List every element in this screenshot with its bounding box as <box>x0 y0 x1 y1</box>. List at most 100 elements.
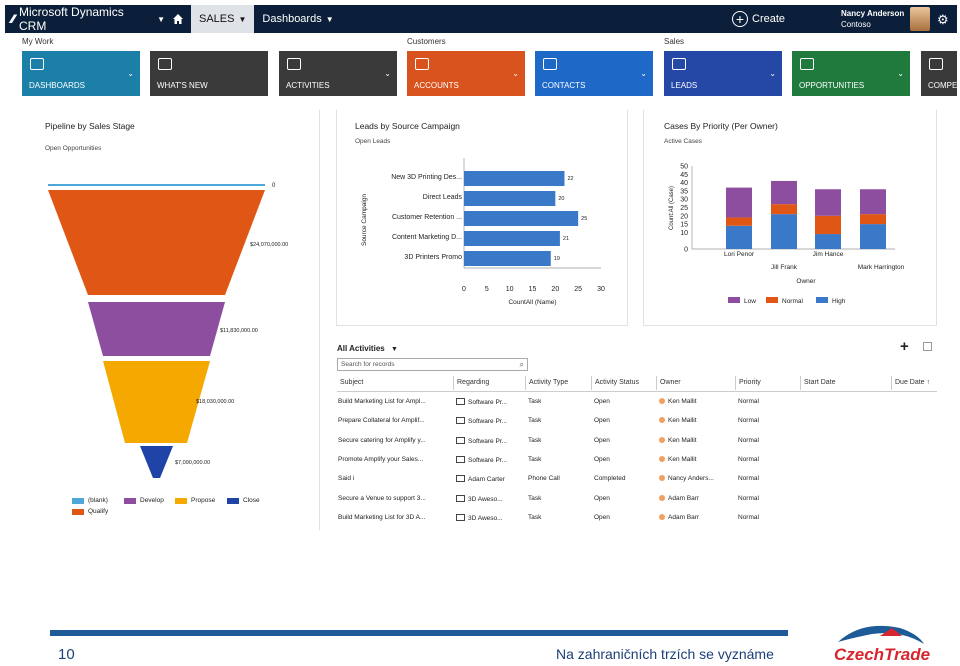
column-header[interactable]: Activity Type <box>525 376 568 390</box>
nav-tab-sales[interactable]: SALES ▼ <box>191 5 255 33</box>
bar[interactable] <box>464 191 556 206</box>
funnel-qualify-stage[interactable] <box>48 190 265 295</box>
table-cell[interactable]: Software Pr... <box>456 436 507 445</box>
x-axis-label: Owner <box>796 278 816 285</box>
chevron-down-icon[interactable]: ⌄ <box>897 69 904 78</box>
chevron-down-icon[interactable]: ⌄ <box>384 69 391 78</box>
search-input[interactable]: Search for records ⌕ <box>337 358 528 371</box>
gear-icon[interactable]: ⚙ <box>937 12 949 27</box>
column-header[interactable]: Owner <box>656 376 681 390</box>
legend-label: Close <box>243 497 260 504</box>
cell-text: Software Pr... <box>468 418 508 426</box>
activities-view-selector[interactable]: All Activities ▼ <box>337 344 398 353</box>
stacked-bar-segment[interactable] <box>771 214 797 249</box>
cell-text: Ken Mallit <box>668 455 697 463</box>
user-status-icon <box>659 398 665 404</box>
table-cell[interactable]: Secure a Venue to support 3... <box>338 495 426 502</box>
table-cell[interactable]: Build Marketing List for Ampl... <box>338 398 426 405</box>
stacked-bar-segment[interactable] <box>726 187 752 218</box>
table-cell[interactable]: Software Pr... <box>456 455 507 464</box>
bar[interactable] <box>464 211 579 226</box>
chevron-down-icon[interactable]: ⌄ <box>512 69 519 78</box>
create-button[interactable]: + Create <box>732 5 785 33</box>
funnel-close-stage[interactable] <box>140 446 173 478</box>
table-cell[interactable]: Ken Mallit <box>659 455 697 463</box>
column-header[interactable]: Priority <box>735 376 761 390</box>
user-status-icon <box>659 513 665 520</box>
grid-view-icon[interactable] <box>923 342 932 351</box>
home-icon[interactable] <box>165 5 191 33</box>
table-cell[interactable]: Adam Carter <box>456 475 505 483</box>
table-cell[interactable]: Ken Mallit <box>659 417 697 424</box>
cell-text: Task <box>528 436 542 444</box>
tile-opportunities[interactable]: OPPORTUNITIES ⌄ <box>792 51 910 96</box>
add-record-button[interactable]: + <box>900 338 909 355</box>
record-link-icon <box>456 494 465 502</box>
stacked-bar-segment[interactable] <box>860 189 886 215</box>
table-cell[interactable]: 3D Aweso... <box>456 494 503 503</box>
cell-text: Said i <box>338 475 355 483</box>
bar[interactable] <box>464 171 565 186</box>
tile-dashboards[interactable]: DASHBOARDS ⌄ <box>22 51 140 96</box>
funnel-propose-stage[interactable] <box>103 361 210 443</box>
table-cell[interactable]: Build Marketing List for 3D A... <box>338 514 425 521</box>
bar[interactable] <box>464 251 551 266</box>
chevron-down-icon[interactable]: ⌄ <box>640 69 647 78</box>
funnel-develop-stage[interactable] <box>88 302 225 356</box>
search-icon[interactable]: ⌕ <box>519 360 524 369</box>
record-link-icon <box>456 513 465 521</box>
tile-leads[interactable]: LEADS ⌄ <box>664 51 782 96</box>
table-cell[interactable]: 3D Aweso... <box>456 513 503 522</box>
table-cell[interactable]: Ken Mallit <box>659 398 697 405</box>
stacked-bar-segment[interactable] <box>860 224 886 249</box>
tile-label: DASHBOARDS <box>29 81 86 90</box>
bar[interactable] <box>464 231 560 246</box>
table-cell[interactable]: Promote Amplify your Sales... <box>338 456 423 463</box>
table-cell[interactable]: Adam Barr <box>659 513 699 521</box>
x-axis-label: CountAll (Name) <box>508 299 556 306</box>
cell-text: Software Pr... <box>468 399 508 406</box>
stacked-bar-segment[interactable] <box>815 215 841 235</box>
table-cell[interactable]: Ken Mallit <box>659 436 697 444</box>
cell-text: Ken Mallit <box>668 436 697 444</box>
column-header[interactable]: Start Date <box>800 376 836 390</box>
stacked-bar-segment[interactable] <box>860 214 886 225</box>
table-cell[interactable]: Said i <box>338 475 354 482</box>
tile-label: COMPE <box>928 81 958 90</box>
column-header[interactable]: Activity Status <box>591 376 639 390</box>
user-status-icon <box>659 475 665 482</box>
tile-compe[interactable]: COMPE <box>921 51 957 96</box>
chevron-down-icon[interactable]: ⌄ <box>769 69 776 78</box>
tile-contacts[interactable]: CONTACTS ⌄ <box>535 51 653 96</box>
column-header[interactable]: Due Date ↑ <box>891 376 930 390</box>
page-number: 10 <box>58 646 75 663</box>
stacked-bar-segment[interactable] <box>771 204 797 215</box>
stacked-bar-segment[interactable] <box>815 234 841 249</box>
chevron-down-icon[interactable]: ⌄ <box>127 69 134 78</box>
stacked-bar-segment[interactable] <box>726 225 752 249</box>
table-cell[interactable]: Prepare Collateral for Amplif... <box>338 417 425 424</box>
cell-text: Task <box>528 494 542 502</box>
table-cell[interactable]: Software Pr... <box>456 417 507 425</box>
table-cell[interactable]: Secure catering for Amplify y... <box>338 437 426 444</box>
tile-activities[interactable]: ACTIVITIES ⌄ <box>279 51 397 96</box>
avatar[interactable] <box>910 7 930 31</box>
table-cell[interactable]: Software Pr... <box>456 398 507 406</box>
stacked-bar-segment[interactable] <box>771 180 797 205</box>
footer-slogan: Na zahraničních trzích se vyznáme <box>556 646 774 662</box>
tile-what-s-new[interactable]: WHAT'S NEW <box>150 51 268 96</box>
table-cell[interactable]: Nancy Anders... <box>659 475 714 482</box>
table-cell: Normal <box>738 456 759 463</box>
user-info[interactable]: Nancy Anderson Contoso <box>841 8 904 30</box>
nav-tab-dashboards[interactable]: Dashboards ▼ <box>254 5 341 33</box>
table-cell[interactable]: Adam Barr <box>659 494 699 502</box>
stacked-bar-segment[interactable] <box>726 217 752 226</box>
record-link-icon <box>456 398 465 405</box>
column-header[interactable]: Regarding <box>453 376 489 390</box>
stacked-bar-segment[interactable] <box>815 189 841 216</box>
column-header[interactable]: Subject <box>340 379 364 386</box>
dashboard-icon <box>30 58 44 70</box>
tile-accounts[interactable]: ACCOUNTS ⌄ <box>407 51 525 96</box>
brand-menu[interactable]: ⁄⁄⁄ Microsoft Dynamics CRM ▼ <box>5 5 165 33</box>
legend-swatch <box>72 509 84 515</box>
